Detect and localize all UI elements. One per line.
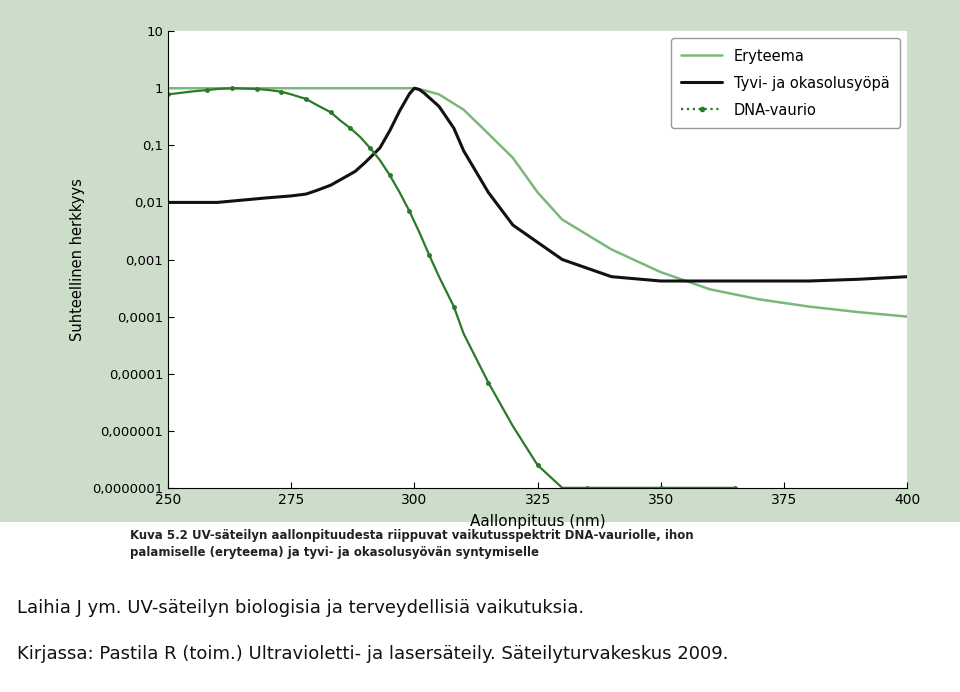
Eryteema (754, 295, 765, 304)
Tyvi- ja okasolusyöpä (606, 273, 617, 281)
DNA-vaurio (227, 84, 238, 93)
Eryteema (458, 106, 469, 114)
DNA-vaurio (354, 133, 366, 141)
Eryteema (384, 84, 396, 93)
Eryteema (507, 154, 518, 162)
Eryteema (606, 245, 617, 253)
Tyvi- ja okasolusyöpä (532, 238, 543, 246)
DNA-vaurio (187, 87, 199, 95)
Tyvi- ja okasolusyöpä (324, 181, 336, 190)
DNA-vaurio (300, 95, 312, 103)
Eryteema (705, 285, 716, 293)
DNA-vaurio (414, 228, 425, 237)
DNA-vaurio (374, 156, 386, 164)
Tyvi- ja okasolusyöpä (448, 124, 460, 132)
Tyvi- ja okasolusyöpä (359, 158, 371, 167)
Tyvi- ja okasolusyöpä (433, 102, 444, 111)
Tyvi- ja okasolusyöpä (901, 273, 913, 281)
DNA-vaurio (423, 251, 435, 259)
Eryteema (655, 268, 666, 276)
DNA-vaurio (448, 302, 460, 311)
Tyvi- ja okasolusyöpä (419, 89, 430, 98)
Tyvi- ja okasolusyöpä (404, 89, 416, 98)
DNA-vaurio (335, 116, 347, 125)
Eryteema (409, 84, 420, 93)
DNA-vaurio (705, 484, 716, 492)
Text: Kirjassa: Pastila R (toim.) Ultravioletti- ja lasersäteily. Säteilyturvakeskus 2: Kirjassa: Pastila R (toim.) Ultraviolett… (17, 645, 729, 663)
Eryteema (901, 313, 913, 321)
Tyvi- ja okasolusyöpä (754, 277, 765, 285)
DNA-vaurio (324, 108, 336, 116)
Tyvi- ja okasolusyöpä (310, 187, 322, 195)
Eryteema (398, 84, 410, 93)
Y-axis label: Suhteellinen herkkyys: Suhteellinen herkkyys (70, 178, 84, 341)
Tyvi- ja okasolusyöpä (162, 199, 174, 207)
X-axis label: Aallonpituus (nm): Aallonpituus (nm) (469, 513, 606, 529)
Tyvi- ja okasolusyöpä (705, 277, 716, 285)
DNA-vaurio (364, 144, 375, 152)
Eryteema (532, 188, 543, 197)
DNA-vaurio (581, 484, 592, 492)
DNA-vaurio (557, 484, 568, 492)
DNA-vaurio (285, 90, 297, 98)
DNA-vaurio (404, 207, 416, 215)
DNA-vaurio (655, 484, 666, 492)
DNA-vaurio (507, 422, 518, 430)
DNA-vaurio (384, 171, 396, 179)
Tyvi- ja okasolusyöpä (458, 147, 469, 155)
DNA-vaurio (729, 484, 740, 492)
Eryteema (433, 90, 444, 98)
Line: Eryteema: Eryteema (168, 89, 907, 317)
DNA-vaurio (532, 461, 543, 469)
DNA-vaurio (345, 124, 356, 132)
Eryteema (557, 215, 568, 224)
Eryteema (419, 86, 430, 94)
Eryteema (852, 308, 864, 316)
DNA-vaurio (458, 329, 469, 338)
DNA-vaurio (606, 484, 617, 492)
Tyvi- ja okasolusyöpä (394, 107, 405, 115)
DNA-vaurio (310, 100, 322, 109)
Tyvi- ja okasolusyöpä (557, 255, 568, 264)
Tyvi- ja okasolusyöpä (803, 277, 814, 285)
DNA-vaurio (433, 273, 444, 281)
DNA-vaurio (276, 87, 287, 95)
Line: DNA-vaurio: DNA-vaurio (166, 86, 736, 490)
DNA-vaurio (394, 188, 405, 197)
Tyvi- ja okasolusyöpä (384, 127, 396, 135)
Text: Laihia J ym. UV-säteilyn biologisia ja terveydellisiä vaikutuksia.: Laihia J ym. UV-säteilyn biologisia ja t… (17, 599, 585, 617)
Legend: Eryteema, Tyvi- ja okasolusyöpä, DNA-vaurio: Eryteema, Tyvi- ja okasolusyöpä, DNA-vau… (671, 39, 900, 129)
Tyvi- ja okasolusyöpä (409, 84, 420, 93)
DNA-vaurio (251, 85, 262, 93)
Text: Kuva 5.2 UV-säteilyn aallonpituudesta riippuvat vaikutusspektrit DNA-vauriolle, : Kuva 5.2 UV-säteilyn aallonpituudesta ri… (130, 529, 693, 559)
Tyvi- ja okasolusyöpä (414, 85, 425, 93)
Tyvi- ja okasolusyöpä (211, 199, 223, 207)
DNA-vaurio (483, 379, 494, 387)
Eryteema (335, 84, 347, 93)
Tyvi- ja okasolusyöpä (335, 176, 347, 184)
Eryteema (803, 302, 814, 311)
Tyvi- ja okasolusyöpä (507, 221, 518, 229)
DNA-vaurio (202, 86, 213, 94)
Eryteema (261, 84, 273, 93)
DNA-vaurio (162, 90, 174, 98)
Tyvi- ja okasolusyöpä (852, 275, 864, 284)
Tyvi- ja okasolusyöpä (374, 144, 386, 152)
DNA-vaurio (211, 85, 223, 93)
Line: Tyvi- ja okasolusyöpä: Tyvi- ja okasolusyöpä (168, 89, 907, 281)
Eryteema (483, 129, 494, 138)
Tyvi- ja okasolusyöpä (300, 190, 312, 198)
DNA-vaurio (261, 86, 273, 94)
Eryteema (162, 84, 174, 93)
Tyvi- ja okasolusyöpä (349, 167, 361, 176)
Tyvi- ja okasolusyöpä (655, 277, 666, 285)
Tyvi- ja okasolusyöpä (261, 194, 273, 202)
Tyvi- ja okasolusyöpä (483, 188, 494, 197)
Tyvi- ja okasolusyöpä (285, 192, 297, 200)
DNA-vaurio (236, 84, 248, 93)
